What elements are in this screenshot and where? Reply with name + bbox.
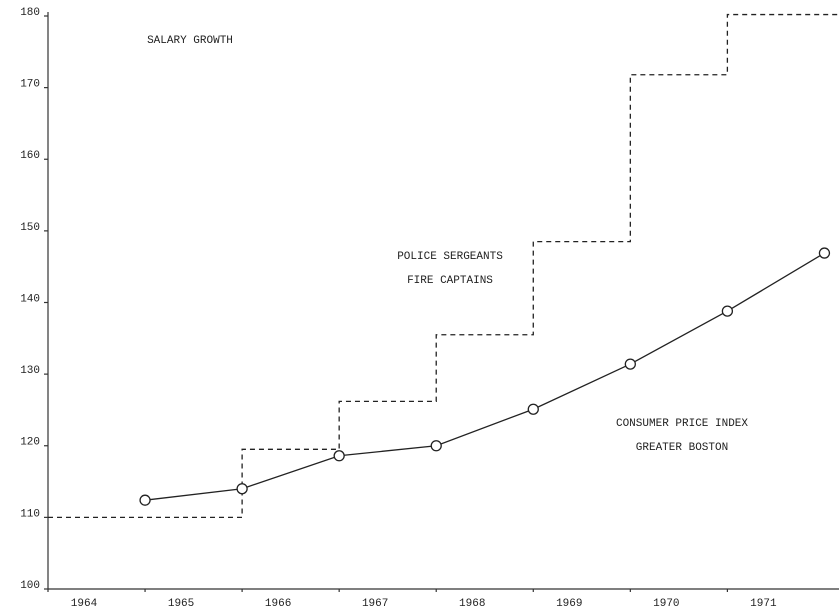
- cpi-point: [139, 494, 151, 506]
- annotation: POLICE SERGEANTS: [397, 251, 503, 263]
- y-tick-label: 170: [20, 79, 40, 91]
- y-tick-label: 160: [20, 150, 40, 162]
- annotation: GREATER BOSTON: [636, 442, 728, 454]
- x-tick-label: 1966: [265, 598, 291, 610]
- annotation: SALARY GROWTH: [147, 35, 233, 47]
- y-tick-label: 130: [20, 365, 40, 377]
- cpi-point: [818, 247, 831, 259]
- x-tick-label: 1970: [653, 598, 679, 610]
- annotation: FIRE CAPTAINS: [407, 275, 493, 287]
- cpi-point: [333, 450, 345, 462]
- cpi-line: [144, 252, 825, 501]
- x-tick-label: 1971: [750, 598, 777, 610]
- x-tick-label: 1967: [362, 598, 388, 610]
- y-tick-label: 110: [20, 508, 40, 520]
- cpi-point: [527, 403, 539, 415]
- y-tick-label: 150: [20, 222, 40, 234]
- x-tick-label: 1965: [168, 598, 194, 610]
- y-tick-label: 140: [20, 293, 40, 305]
- cpi-point: [624, 358, 636, 370]
- y-tick-label: 100: [20, 580, 40, 592]
- y-tick-label: 180: [20, 7, 40, 19]
- y-tick-label: 120: [20, 437, 40, 449]
- cpi-point: [430, 440, 442, 452]
- annotation: CONSUMER PRICE INDEX: [616, 418, 748, 430]
- x-tick-label: 1968: [459, 598, 485, 610]
- x-tick-label: 1969: [556, 598, 582, 610]
- cpi-point: [236, 483, 248, 495]
- cpi-point: [721, 305, 734, 317]
- x-tick-label: 1964: [71, 598, 98, 610]
